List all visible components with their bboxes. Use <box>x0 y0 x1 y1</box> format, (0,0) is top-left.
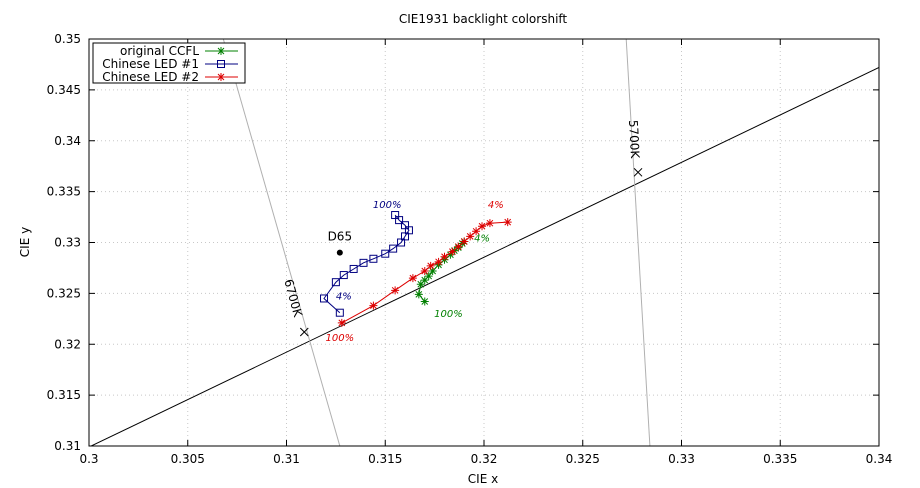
data-point <box>389 244 398 253</box>
legend-label: Chinese LED #2 <box>102 70 199 84</box>
planckian-locus <box>89 67 879 446</box>
x-tick-label: 0.34 <box>866 452 893 466</box>
annotation-label: 4% <box>488 200 504 211</box>
reference-lines <box>89 39 879 446</box>
data-point <box>478 222 487 231</box>
data-point <box>414 290 423 299</box>
y-tick-label: 0.34 <box>54 134 81 148</box>
legend-swatch-marker <box>217 73 225 81</box>
annotation-label: 100% <box>326 333 355 344</box>
x-tick-label: 0.315 <box>368 452 402 466</box>
data-point <box>434 257 443 266</box>
data-point <box>337 318 346 327</box>
series-1 <box>320 211 413 317</box>
annotation-label: 4% <box>336 291 352 302</box>
isotherm-5700K <box>625 39 651 446</box>
reference-point <box>336 249 343 256</box>
x-tick-label: 0.31 <box>273 452 300 466</box>
isotherm-6700K <box>222 39 341 446</box>
legend-label: original CCFL <box>120 44 199 58</box>
series-2 <box>337 218 512 327</box>
data-point <box>331 278 340 287</box>
y-axis-title: CIE y <box>18 227 32 257</box>
data-point <box>359 258 368 267</box>
x-tick-label: 0.32 <box>471 452 498 466</box>
data-point <box>454 242 463 251</box>
data-point <box>424 272 433 281</box>
reference-point-label: D65 <box>328 230 353 244</box>
data-point <box>420 297 429 306</box>
data-point <box>440 252 449 261</box>
y-tick-label: 0.32 <box>54 337 81 351</box>
x-tick-label: 0.335 <box>763 452 797 466</box>
annotation-label: 100% <box>373 200 402 211</box>
y-tick-label: 0.335 <box>47 185 81 199</box>
cct-label: 5700K <box>626 120 642 160</box>
data-point <box>320 294 329 303</box>
cct-marker <box>633 167 643 177</box>
y-tick-label: 0.325 <box>47 286 81 300</box>
data-point <box>485 219 494 228</box>
y-tick-label: 0.315 <box>47 388 81 402</box>
data-point <box>466 232 475 241</box>
data-point <box>391 286 400 295</box>
data-point <box>446 250 455 259</box>
legend-swatch-marker <box>217 47 225 55</box>
x-tick-label: 0.3 <box>79 452 98 466</box>
legend-swatch-marker <box>217 60 225 68</box>
x-tick-label: 0.305 <box>171 452 205 466</box>
annotation-label: 100% <box>434 309 463 320</box>
data-point <box>369 301 378 310</box>
data-point <box>369 254 378 263</box>
data-point <box>472 227 481 236</box>
data-point <box>335 308 344 317</box>
data-point <box>460 237 469 246</box>
annotation-label: 4% <box>474 233 490 244</box>
chart-title: CIE1931 backlight colorshift <box>399 12 568 26</box>
data-point <box>381 249 390 258</box>
x-axis-title: CIE x <box>468 472 498 486</box>
data-point <box>408 274 417 283</box>
data-point <box>339 271 348 280</box>
legend-label: Chinese LED #1 <box>102 57 199 71</box>
cct-marker <box>299 327 309 337</box>
series-layer <box>320 211 512 327</box>
x-tick-label: 0.33 <box>668 452 695 466</box>
data-point <box>426 261 435 270</box>
data-point <box>395 216 404 225</box>
data-point <box>420 276 429 285</box>
y-tick-label: 0.31 <box>54 439 81 453</box>
data-point <box>416 280 425 289</box>
data-point <box>503 218 512 227</box>
data-point <box>420 266 429 275</box>
data-point <box>397 238 406 247</box>
x-tick-label: 0.325 <box>566 452 600 466</box>
data-point <box>448 247 457 256</box>
y-tick-label: 0.33 <box>54 236 81 250</box>
axis-ticks: 0.3 0.305 0.31 0.315 0.32 0.325 0.33 0.335 0.34 0… <box>47 32 893 466</box>
data-point <box>428 266 437 275</box>
data-point <box>349 264 358 273</box>
y-tick-label: 0.345 <box>47 83 81 97</box>
y-tick-label: 0.35 <box>54 32 81 46</box>
